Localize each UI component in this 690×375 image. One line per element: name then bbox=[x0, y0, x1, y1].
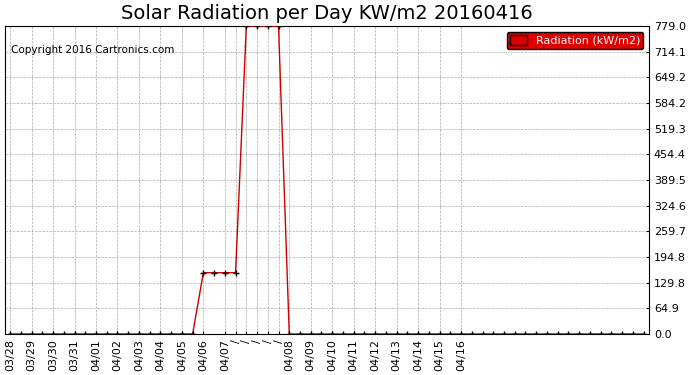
Text: Copyright 2016 Cartronics.com: Copyright 2016 Cartronics.com bbox=[11, 45, 175, 55]
Title: Solar Radiation per Day KW/m2 20160416: Solar Radiation per Day KW/m2 20160416 bbox=[121, 4, 533, 23]
Legend: Radiation (kW/m2): Radiation (kW/m2) bbox=[507, 32, 643, 49]
